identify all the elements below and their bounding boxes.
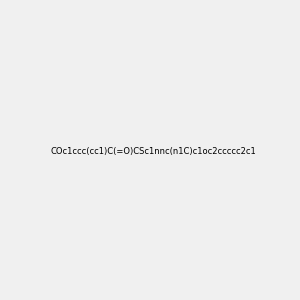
Text: COc1ccc(cc1)C(=O)CSc1nnc(n1C)c1oc2ccccc2c1: COc1ccc(cc1)C(=O)CSc1nnc(n1C)c1oc2ccccc2… <box>51 147 256 156</box>
